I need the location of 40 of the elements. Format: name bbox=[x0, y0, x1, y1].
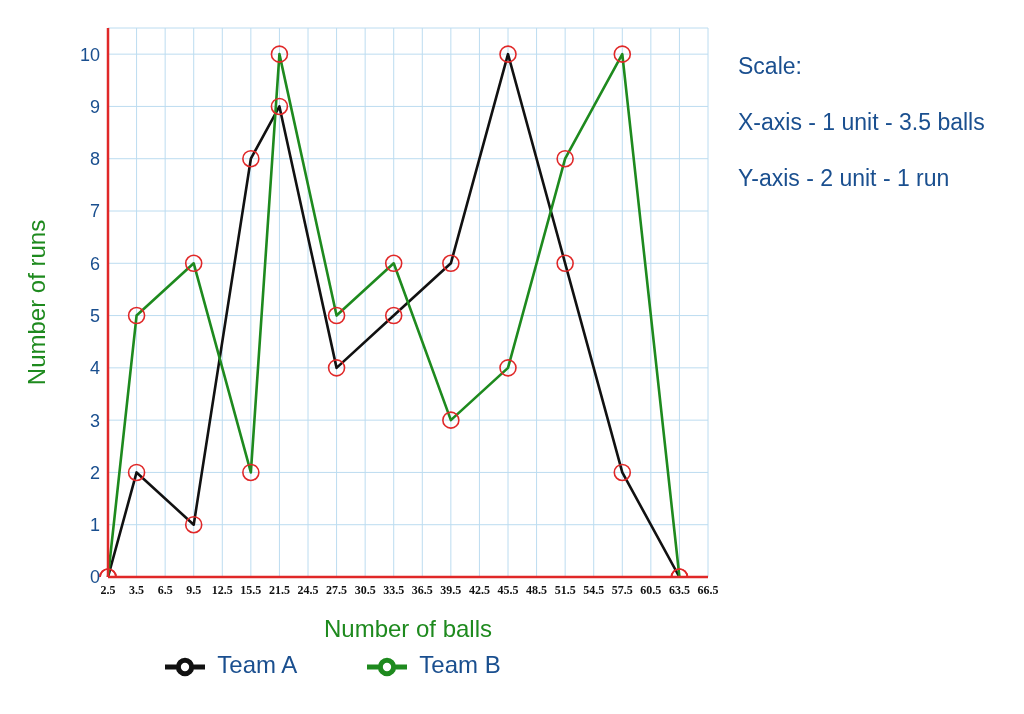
y-tick-label: 10 bbox=[79, 44, 100, 65]
x-tick-label: 48.5 bbox=[526, 582, 548, 597]
x-tick-label: 6.5 bbox=[157, 582, 173, 597]
y-tick-label: 4 bbox=[89, 358, 100, 379]
y-tick-label: 8 bbox=[89, 149, 100, 170]
x-tick-label: 33.5 bbox=[383, 582, 405, 597]
x-tick-label: 2.5 bbox=[100, 582, 116, 597]
x-tick-label: 3.5 bbox=[129, 582, 145, 597]
legend-label: Team A bbox=[217, 651, 298, 679]
x-tick-label: 45.5 bbox=[497, 582, 519, 597]
x-tick-label: 51.5 bbox=[554, 582, 576, 597]
y-tick-label: 9 bbox=[89, 96, 100, 117]
x-tick-label: 21.5 bbox=[268, 582, 290, 597]
x-tick-label: 66.5 bbox=[697, 582, 719, 597]
y-tick-label: 6 bbox=[89, 253, 100, 274]
x-tick-label: 12.5 bbox=[211, 582, 233, 597]
x-tick-label: 42.5 bbox=[468, 582, 490, 597]
legend-label: Team B bbox=[419, 651, 501, 679]
y-tick-label: 5 bbox=[89, 305, 100, 326]
y-tick-label: 1 bbox=[89, 515, 100, 536]
y-tick-label: 2 bbox=[89, 462, 100, 483]
x-tick-label: 27.5 bbox=[326, 582, 348, 597]
text: Scale: bbox=[738, 52, 803, 81]
x-tick-label: 30.5 bbox=[354, 582, 376, 597]
text: X-axis - 1 unit - 3.5 balls bbox=[738, 108, 985, 137]
x-tick-label: 60.5 bbox=[640, 582, 662, 597]
x-tick-label: 36.5 bbox=[411, 582, 433, 597]
x-tick-label: 15.5 bbox=[240, 582, 262, 597]
x-tick-label: 54.5 bbox=[583, 582, 605, 597]
y-axis-title: Number of runs bbox=[22, 219, 50, 386]
y-tick-label: 3 bbox=[89, 410, 100, 431]
text: Y-axis - 2 unit - 1 run bbox=[738, 164, 951, 193]
x-tick-label: 63.5 bbox=[668, 582, 690, 597]
x-tick-label: 57.5 bbox=[611, 582, 633, 597]
x-tick-label: 24.5 bbox=[297, 582, 319, 597]
x-tick-label: 39.5 bbox=[440, 582, 462, 597]
x-axis-title: Number of balls bbox=[323, 615, 493, 642]
y-tick-label: 0 bbox=[89, 567, 100, 588]
y-tick-label: 7 bbox=[89, 201, 100, 222]
x-tick-label: 9.5 bbox=[186, 582, 202, 597]
